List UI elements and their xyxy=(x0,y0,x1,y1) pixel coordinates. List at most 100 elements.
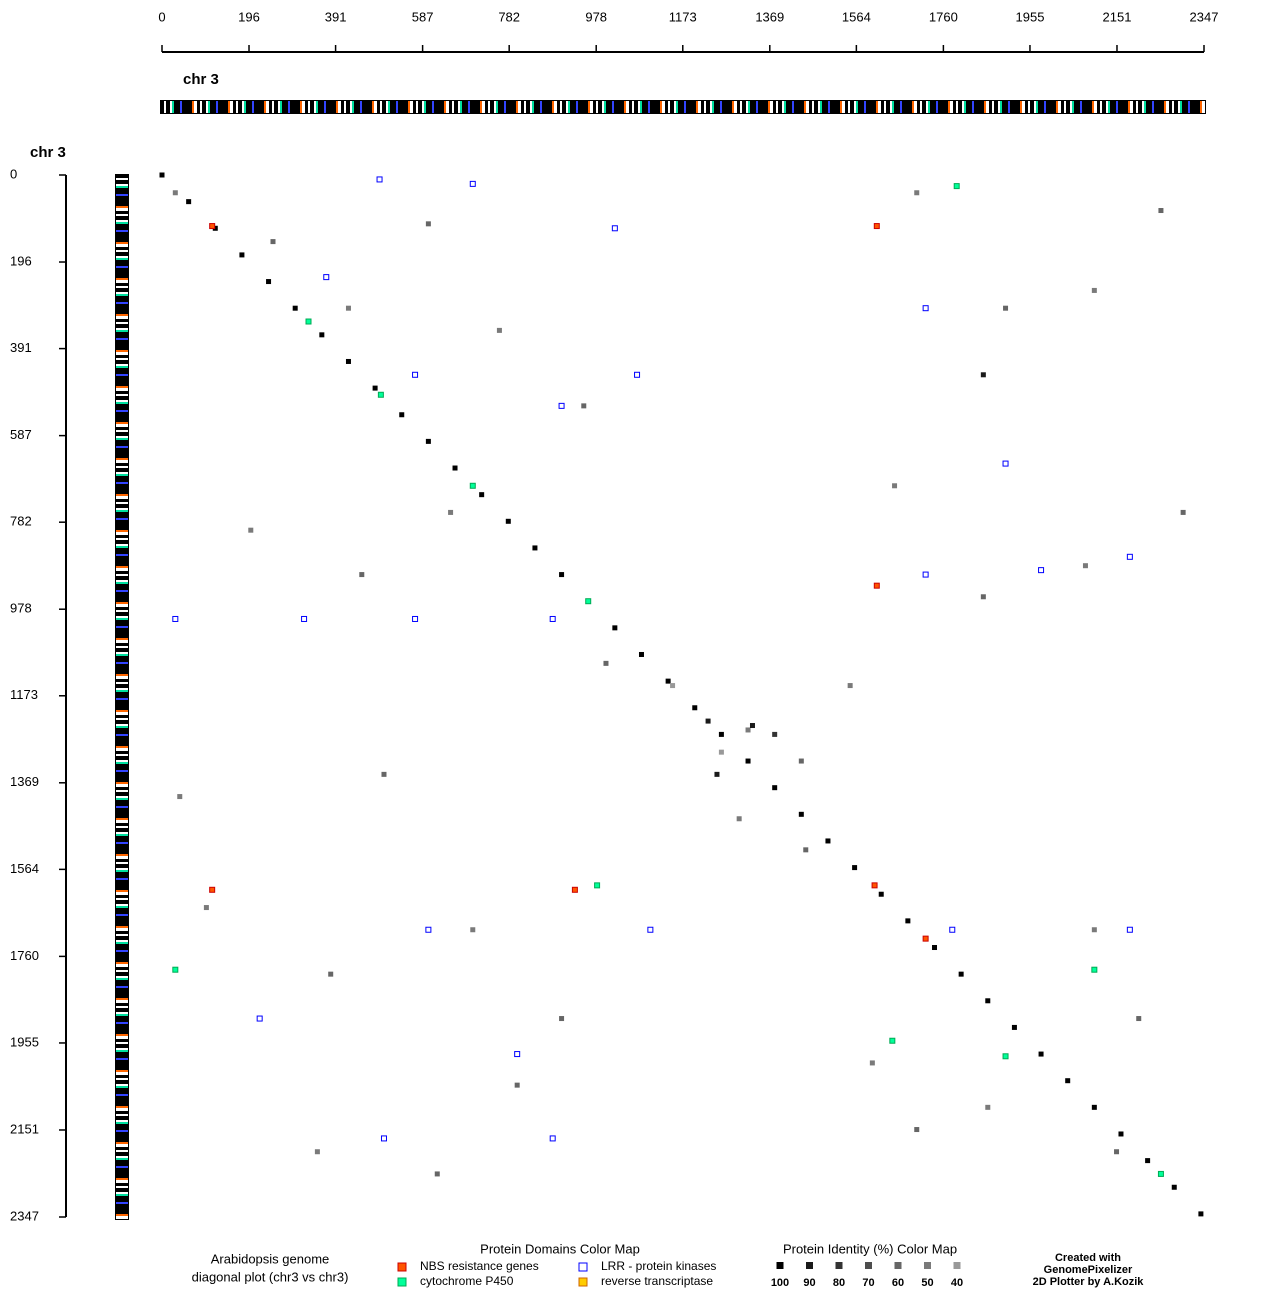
dot xyxy=(177,794,183,800)
x-tick-label: 196 xyxy=(238,9,260,24)
dot xyxy=(736,816,742,822)
dot xyxy=(905,918,911,924)
dot xyxy=(749,723,755,729)
domain-dot xyxy=(172,615,179,622)
dot xyxy=(745,758,751,764)
domain-dot xyxy=(376,176,383,183)
legend-title: Protein Domains Color Map xyxy=(480,1241,640,1256)
domain-dot xyxy=(871,882,878,889)
dot xyxy=(1180,509,1186,515)
domain-dot xyxy=(412,371,419,378)
legend-title: Protein Identity (%) Color Map xyxy=(783,1241,957,1256)
legend-swatch xyxy=(578,1277,588,1287)
domain-dot xyxy=(549,1135,556,1142)
domain-dot xyxy=(558,402,565,409)
dot xyxy=(985,998,991,1004)
y-tick-label: 391 xyxy=(10,340,32,355)
dot xyxy=(1136,1016,1142,1022)
dot xyxy=(1145,1158,1151,1164)
y-tick-label: 1760 xyxy=(10,948,39,963)
dot xyxy=(425,221,431,227)
dot xyxy=(932,945,938,951)
legend-label: NBS resistance genes xyxy=(420,1259,539,1273)
x-tick-label: 391 xyxy=(325,9,347,24)
dot xyxy=(381,771,387,777)
domain-dot xyxy=(514,1051,521,1058)
y-tick-label: 782 xyxy=(10,514,32,529)
x-tick-label: 0 xyxy=(158,9,165,24)
dot xyxy=(345,358,351,364)
dot xyxy=(345,305,351,311)
dot xyxy=(892,483,898,489)
credit: GenomePixelizer xyxy=(1044,1264,1133,1276)
dot xyxy=(1065,1078,1071,1084)
dot xyxy=(399,412,405,418)
dot xyxy=(745,727,751,733)
dot xyxy=(319,332,325,338)
legend-swatch xyxy=(894,1262,902,1269)
legend-swatch xyxy=(397,1262,407,1272)
dot xyxy=(1038,1051,1044,1057)
legend-swatch xyxy=(835,1262,843,1269)
dot xyxy=(980,594,986,600)
domain-dot xyxy=(209,223,216,230)
domain-dot xyxy=(634,371,641,378)
legend-label: 100 xyxy=(771,1277,789,1289)
y-tick-label: 1564 xyxy=(10,861,39,876)
dot xyxy=(798,758,804,764)
dot xyxy=(1118,1131,1124,1137)
x-tick-label: 587 xyxy=(412,9,434,24)
domain-dot xyxy=(469,180,476,187)
dot xyxy=(203,905,209,911)
dot xyxy=(772,731,778,737)
dot xyxy=(914,1127,920,1133)
legend-swatch xyxy=(865,1262,872,1269)
legend-label: 50 xyxy=(921,1277,933,1289)
dot xyxy=(665,678,671,684)
domain-dot xyxy=(594,882,601,889)
dot xyxy=(1198,1211,1204,1217)
dot xyxy=(159,172,165,178)
caption: Arabidopsis genome xyxy=(211,1251,330,1266)
domain-dot xyxy=(256,1015,263,1022)
dot xyxy=(847,683,853,689)
domain-dot xyxy=(425,926,432,933)
legend-label: reverse transcriptase xyxy=(601,1274,713,1288)
dot xyxy=(878,891,884,897)
x-tick-label: 1564 xyxy=(842,9,871,24)
x-tick-label: 1955 xyxy=(1016,9,1045,24)
y-tick-label: 2347 xyxy=(10,1208,39,1223)
y-tick-label: 1369 xyxy=(10,774,39,789)
legend-swatch xyxy=(776,1262,784,1269)
domain-dot xyxy=(380,1135,387,1142)
dot xyxy=(980,372,986,378)
dot xyxy=(1091,927,1097,933)
dot xyxy=(425,438,431,444)
dot xyxy=(718,749,724,755)
dot xyxy=(328,971,334,977)
dot xyxy=(266,279,272,285)
legend-swatch xyxy=(806,1262,813,1269)
dot xyxy=(705,718,711,724)
dot xyxy=(581,403,587,409)
x-tick-label: 1760 xyxy=(929,9,958,24)
dot xyxy=(638,651,644,657)
dot xyxy=(1082,563,1088,569)
domain-dot xyxy=(469,482,476,489)
x-tick-label: 1369 xyxy=(755,9,784,24)
y-axis-label: chr 3 xyxy=(30,144,66,161)
x-tick-label: 2347 xyxy=(1190,9,1219,24)
dot xyxy=(798,811,804,817)
dot xyxy=(1158,208,1164,214)
y-tick-label: 0 xyxy=(10,166,17,181)
domain-dot xyxy=(1002,460,1009,467)
legend-swatch xyxy=(397,1277,407,1287)
domain-dot xyxy=(1126,553,1133,560)
dot xyxy=(714,771,720,777)
dot xyxy=(692,705,698,711)
dot xyxy=(1003,305,1009,311)
dot xyxy=(452,465,458,471)
dot xyxy=(559,1016,565,1022)
dot xyxy=(212,225,218,231)
dot xyxy=(670,683,676,689)
